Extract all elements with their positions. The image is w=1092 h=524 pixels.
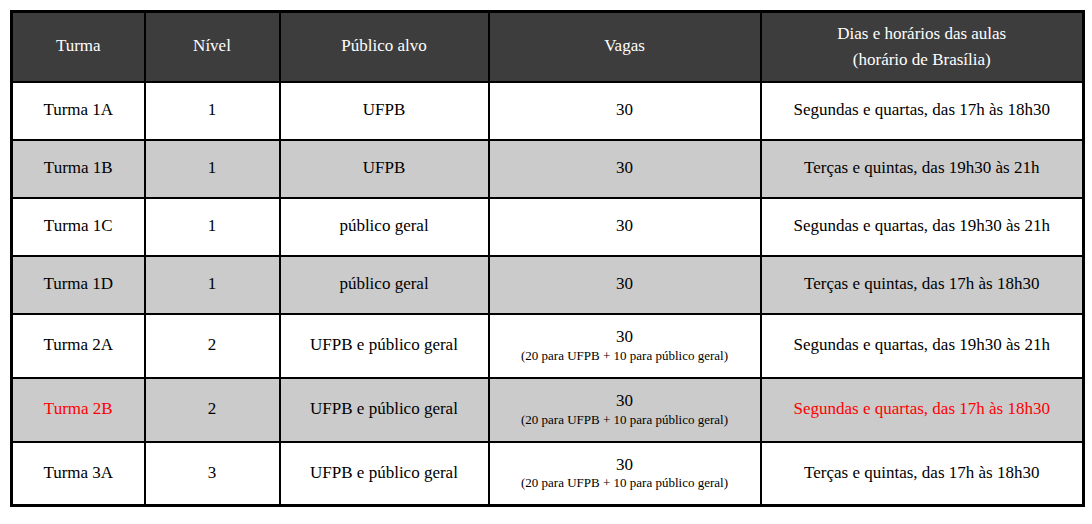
table-row-highlighted: Turma 2B 2 UFPB e público geral 30 (20 p…	[12, 378, 1084, 442]
header-row: Turma Nível Público alvo Vagas Dias e ho…	[12, 12, 1084, 82]
cell-turma: Turma 2B	[12, 378, 145, 442]
table-row: Turma 1D 1 público geral 30 Terças e qui…	[12, 256, 1084, 314]
cell-turma: Turma 1A	[12, 82, 145, 140]
cell-nivel: 1	[145, 140, 280, 198]
cell-nivel: 3	[145, 442, 280, 506]
cell-vagas: 30 (20 para UFPB + 10 para público geral…	[489, 378, 761, 442]
vagas-detail: (20 para UFPB + 10 para público geral)	[496, 412, 754, 428]
cell-dias-horarios: Terças e quintas, das 19h30 às 21h	[761, 140, 1084, 198]
cell-dias-horarios: Segundas e quartas, das 19h30 às 21h	[761, 314, 1084, 378]
vagas-total: 30	[496, 327, 754, 347]
cell-turma: Turma 1D	[12, 256, 145, 314]
document-page: Turma Nível Público alvo Vagas Dias e ho…	[0, 0, 1092, 507]
cell-vagas: 30	[489, 140, 761, 198]
col-header-dias-line2: (horário de Brasília)	[768, 47, 1077, 73]
cell-publico-alvo: UFPB e público geral	[280, 314, 489, 378]
cell-nivel: 1	[145, 198, 280, 256]
cell-dias-horarios: Segundas e quartas, das 17h às 18h30	[761, 82, 1084, 140]
vagas-total: 30	[496, 391, 754, 411]
col-header-nivel: Nível	[145, 12, 280, 82]
table-row: Turma 3A 3 UFPB e público geral 30 (20 p…	[12, 442, 1084, 506]
cell-vagas: 30	[489, 256, 761, 314]
cell-vagas: 30	[489, 82, 761, 140]
vagas-total: 30	[496, 100, 754, 120]
col-header-dias-horarios: Dias e horários das aulas (horário de Br…	[761, 12, 1084, 82]
cell-publico-alvo: UFPB	[280, 140, 489, 198]
table-row: Turma 1C 1 público geral 30 Segundas e q…	[12, 198, 1084, 256]
cell-vagas: 30 (20 para UFPB + 10 para público geral…	[489, 314, 761, 378]
cell-dias-horarios: Segundas e quartas, das 19h30 às 21h	[761, 198, 1084, 256]
col-header-dias-line1: Dias e horários das aulas	[768, 21, 1077, 47]
vagas-total: 30	[496, 158, 754, 178]
cell-dias-horarios: Terças e quintas, das 17h às 18h30	[761, 442, 1084, 506]
cell-turma: Turma 1C	[12, 198, 145, 256]
cell-publico-alvo: público geral	[280, 198, 489, 256]
vagas-total: 30	[496, 216, 754, 236]
col-header-turma: Turma	[12, 12, 145, 82]
table-row: Turma 1B 1 UFPB 30 Terças e quintas, das…	[12, 140, 1084, 198]
vagas-detail: (20 para UFPB + 10 para público geral)	[496, 475, 754, 491]
cell-publico-alvo: UFPB e público geral	[280, 378, 489, 442]
cell-publico-alvo: UFPB e público geral	[280, 442, 489, 506]
cell-dias-horarios: Segundas e quartas, das 17h às 18h30	[761, 378, 1084, 442]
table-row: Turma 2A 2 UFPB e público geral 30 (20 p…	[12, 314, 1084, 378]
col-header-publico-alvo: Público alvo	[280, 12, 489, 82]
cell-nivel: 1	[145, 256, 280, 314]
cell-nivel: 2	[145, 378, 280, 442]
cell-turma: Turma 2A	[12, 314, 145, 378]
cell-nivel: 2	[145, 314, 280, 378]
vagas-total: 30	[496, 455, 754, 475]
vagas-detail: (20 para UFPB + 10 para público geral)	[496, 348, 754, 364]
cell-publico-alvo: público geral	[280, 256, 489, 314]
class-schedule-table: Turma Nível Público alvo Vagas Dias e ho…	[10, 10, 1085, 507]
cell-dias-horarios: Terças e quintas, das 17h às 18h30	[761, 256, 1084, 314]
cell-publico-alvo: UFPB	[280, 82, 489, 140]
col-header-vagas: Vagas	[489, 12, 761, 82]
cell-vagas: 30	[489, 198, 761, 256]
vagas-total: 30	[496, 274, 754, 294]
cell-turma: Turma 3A	[12, 442, 145, 506]
table-row: Turma 1A 1 UFPB 30 Segundas e quartas, d…	[12, 82, 1084, 140]
cell-turma: Turma 1B	[12, 140, 145, 198]
cell-vagas: 30 (20 para UFPB + 10 para público geral…	[489, 442, 761, 506]
cell-nivel: 1	[145, 82, 280, 140]
